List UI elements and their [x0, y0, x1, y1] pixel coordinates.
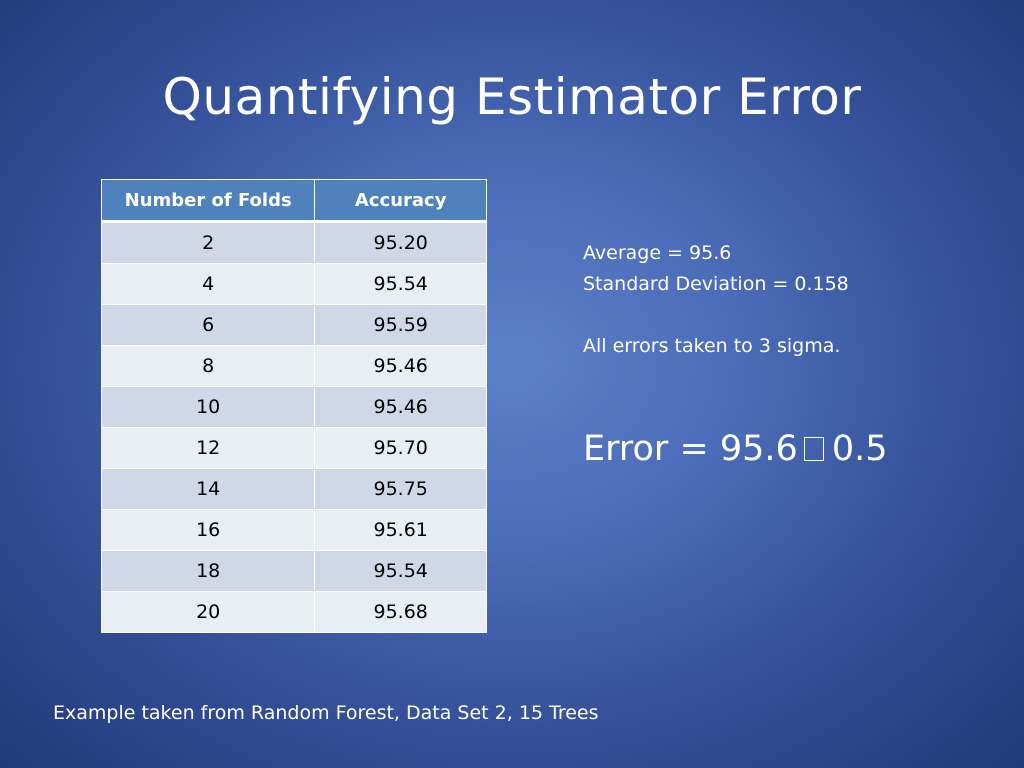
folds-cell: 20 [100, 591, 316, 633]
folds-cell: 8 [100, 345, 316, 387]
missing-glyph-icon [803, 437, 824, 461]
folds-accuracy-table: Number of Folds Accuracy 2 95.20 4 95.54… [100, 179, 487, 633]
folds-cell: 10 [100, 386, 316, 428]
table-row: 20 95.68 [100, 591, 487, 633]
table-row: 10 95.46 [100, 386, 487, 428]
accuracy-cell: 95.70 [314, 427, 487, 469]
table-row: 8 95.46 [100, 345, 487, 387]
error-prefix-text: Error = 95.6 [583, 429, 798, 469]
spacer [583, 300, 849, 331]
folds-cell: 2 [100, 221, 316, 264]
header-accuracy: Accuracy [314, 179, 487, 223]
accuracy-cell: 95.54 [314, 550, 487, 592]
accuracy-cell: 95.61 [314, 509, 487, 551]
accuracy-cell: 95.54 [314, 263, 487, 305]
sigma-note-text: All errors taken to 3 sigma. [583, 335, 841, 357]
table-row: 14 95.75 [100, 468, 487, 510]
folds-cell: 16 [100, 509, 316, 551]
accuracy-cell: 95.46 [314, 386, 487, 428]
accuracy-cell: 95.75 [314, 468, 487, 510]
folds-cell: 18 [100, 550, 316, 592]
header-number-of-folds: Number of Folds [100, 179, 316, 223]
average-text: Average = 95.6 [583, 242, 732, 264]
folds-cell: 12 [100, 427, 316, 469]
table-header-row: Number of Folds Accuracy [100, 179, 487, 223]
table-row: 2 95.20 [100, 221, 487, 264]
accuracy-cell: 95.59 [314, 304, 487, 346]
table-row: 18 95.54 [100, 550, 487, 592]
accuracy-cell: 95.46 [314, 345, 487, 387]
error-suffix-text: 0.5 [831, 429, 888, 469]
table-row: 16 95.61 [100, 509, 487, 551]
table-row: 12 95.70 [100, 427, 487, 469]
slide-title: Quantifying Estimator Error [162, 68, 862, 126]
statistics-summary: Average = 95.6 Standard Deviation = 0.15… [583, 238, 849, 362]
folds-cell: 14 [100, 468, 316, 510]
error-result: Error = 95.6 0.5 [583, 426, 888, 472]
folds-cell: 6 [100, 304, 316, 346]
accuracy-cell: 95.20 [314, 221, 487, 264]
accuracy-cell: 95.68 [314, 591, 487, 633]
source-footnote: Example taken from Random Forest, Data S… [53, 702, 599, 724]
folds-cell: 4 [100, 263, 316, 305]
table-row: 6 95.59 [100, 304, 487, 346]
std-dev-text: Standard Deviation = 0.158 [583, 273, 849, 295]
table-row: 4 95.54 [100, 263, 487, 305]
